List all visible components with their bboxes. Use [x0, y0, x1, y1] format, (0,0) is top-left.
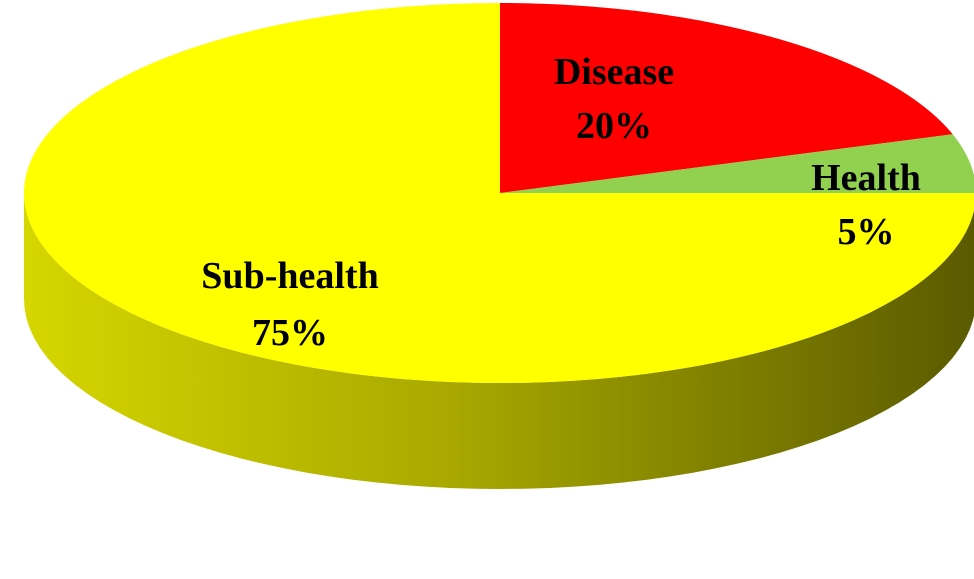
- slice-labels: Disease 20% Health 5% Sub-health 75%: [201, 51, 921, 354]
- slice-label-sub-health: Sub-health: [201, 255, 378, 297]
- slice-side-sub-health: [24, 193, 974, 489]
- slice-sides: [24, 193, 974, 489]
- slice-value-disease: 20%: [576, 105, 652, 147]
- slice-label-disease: Disease: [554, 51, 674, 93]
- slice-value-health: 5%: [838, 211, 895, 253]
- slice-tops: [24, 3, 974, 383]
- slice-value-sub-health: 75%: [252, 312, 328, 354]
- slice-sub-health: [24, 3, 974, 383]
- slice-label-health: Health: [811, 157, 921, 199]
- slice-health: [500, 134, 974, 193]
- slice-disease: [500, 3, 953, 193]
